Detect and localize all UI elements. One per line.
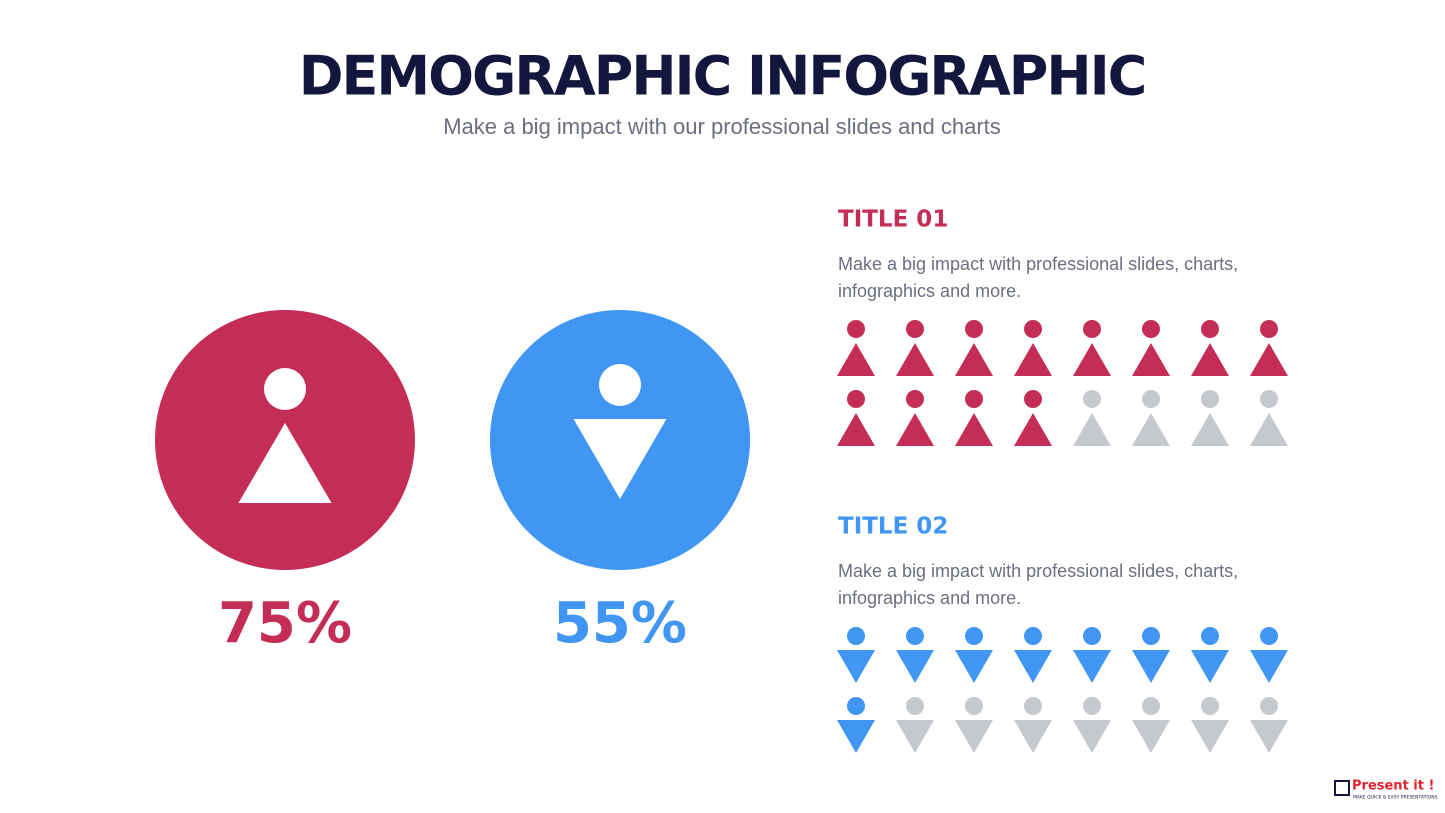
pictogram-body: [1132, 650, 1170, 683]
pictogram-body: [955, 413, 993, 446]
pictogram-body: [955, 343, 993, 376]
pictogram-head: [1083, 627, 1101, 645]
pictogram-body: [955, 720, 993, 753]
pictogram-head: [847, 390, 865, 408]
pictogram-body: [896, 413, 934, 446]
pictogram-head: [1083, 320, 1101, 338]
stat-percent: 55%: [553, 591, 687, 656]
pictogram-head: [1260, 390, 1278, 408]
logo-tagline: MAKE QUICK & EASY PRESENTATIONS: [1353, 795, 1438, 801]
pictogram-head: [1024, 627, 1042, 645]
logo-name: Present it !: [1352, 779, 1434, 794]
pictogram-body: [1250, 343, 1288, 376]
pictogram-body: [1073, 650, 1111, 683]
pictogram-body: [1132, 720, 1170, 753]
pictogram-head: [847, 320, 865, 338]
pictogram-head: [965, 320, 983, 338]
stat-person-body: [238, 423, 332, 503]
pictogram-body: [955, 650, 993, 683]
pictogram-body: [837, 343, 875, 376]
panel-title: TITLE 01: [838, 207, 948, 233]
pictogram-body: [1014, 650, 1052, 683]
pictogram-body: [1014, 720, 1052, 753]
pictogram-body: [837, 720, 875, 753]
pictogram-head: [1142, 320, 1160, 338]
pictogram-head: [1024, 390, 1042, 408]
pictogram-body: [1250, 720, 1288, 753]
logo-icon: [1334, 780, 1350, 796]
pictogram-head: [906, 697, 924, 715]
pictogram-body: [837, 650, 875, 683]
pictogram-head: [847, 697, 865, 715]
pictogram-body: [1014, 343, 1052, 376]
pictogram-body: [1250, 650, 1288, 683]
pictogram-head: [1201, 320, 1219, 338]
pictogram-body: [1073, 343, 1111, 376]
pictogram-body: [1250, 413, 1288, 446]
pictogram-head: [906, 390, 924, 408]
pictogram-head: [1260, 627, 1278, 645]
pictogram-body: [1191, 413, 1229, 446]
stat-person-head: [599, 364, 641, 406]
stat-person-head: [264, 368, 306, 410]
pictogram-head: [906, 627, 924, 645]
pictogram-head: [1260, 697, 1278, 715]
pictogram-head: [1201, 697, 1219, 715]
pictogram-head: [1083, 697, 1101, 715]
pictogram-body: [1014, 413, 1052, 446]
pictogram-head: [1142, 390, 1160, 408]
pictogram-head: [1083, 390, 1101, 408]
pictogram-head: [1260, 320, 1278, 338]
pictogram-head: [847, 627, 865, 645]
pictogram-head: [1024, 697, 1042, 715]
pictogram-body: [1191, 720, 1229, 753]
subtitle: Make a big impact with our professional …: [443, 114, 1001, 139]
pictogram-body: [1073, 720, 1111, 753]
pictogram-body: [896, 343, 934, 376]
pictogram-body: [1191, 650, 1229, 683]
title: DEMOGRAPHIC INFOGRAPHIC: [299, 45, 1146, 108]
pictogram-body: [896, 720, 934, 753]
pictogram-head: [906, 320, 924, 338]
pictogram-body: [896, 650, 934, 683]
pictogram-body: [1132, 413, 1170, 446]
pictogram-head: [965, 697, 983, 715]
pictogram-head: [1024, 320, 1042, 338]
stat-percent: 75%: [218, 591, 352, 656]
pictogram-head: [1201, 627, 1219, 645]
pictogram-body: [1073, 413, 1111, 446]
panel-text: Make a big impact with professional slid…: [838, 561, 1239, 608]
stat-person-body: [573, 419, 667, 499]
panel-text: Make a big impact with professional slid…: [838, 254, 1239, 301]
pictogram-head: [1142, 627, 1160, 645]
pictogram-head: [1142, 697, 1160, 715]
pictogram-head: [965, 390, 983, 408]
pictogram-body: [1132, 343, 1170, 376]
pictogram-body: [837, 413, 875, 446]
pictogram-head: [1201, 390, 1219, 408]
pictogram-body: [1191, 343, 1229, 376]
panel-title: TITLE 02: [838, 514, 948, 540]
pictogram-head: [965, 627, 983, 645]
